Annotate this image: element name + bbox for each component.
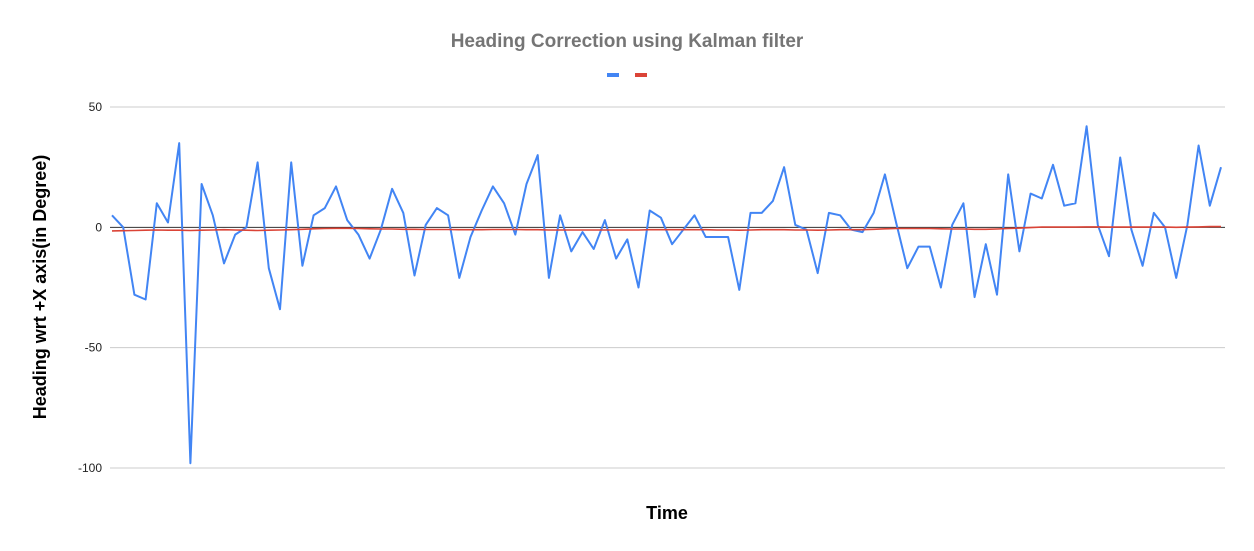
y-tick-label: 50	[89, 100, 103, 114]
x-axis-title: Time	[646, 503, 688, 523]
chart-title: Heading Correction using Kalman filter	[451, 31, 804, 52]
y-tick-label: -50	[85, 341, 103, 355]
y-axis-title: Heading wrt +X axis(in Degree)	[30, 155, 50, 420]
legend-swatch-series-1[interactable]	[607, 73, 619, 77]
y-tick-label: -100	[78, 461, 102, 475]
legend	[607, 73, 647, 77]
series-2-line	[111, 225, 1221, 232]
legend-swatch-series-2[interactable]	[635, 73, 647, 77]
gridlines	[110, 106, 1225, 469]
series-1-line	[111, 125, 1222, 465]
y-tick-label: 0	[95, 220, 102, 234]
y-axis-ticks: 50 0 -50 -100	[78, 100, 102, 475]
series-lines	[111, 125, 1222, 465]
